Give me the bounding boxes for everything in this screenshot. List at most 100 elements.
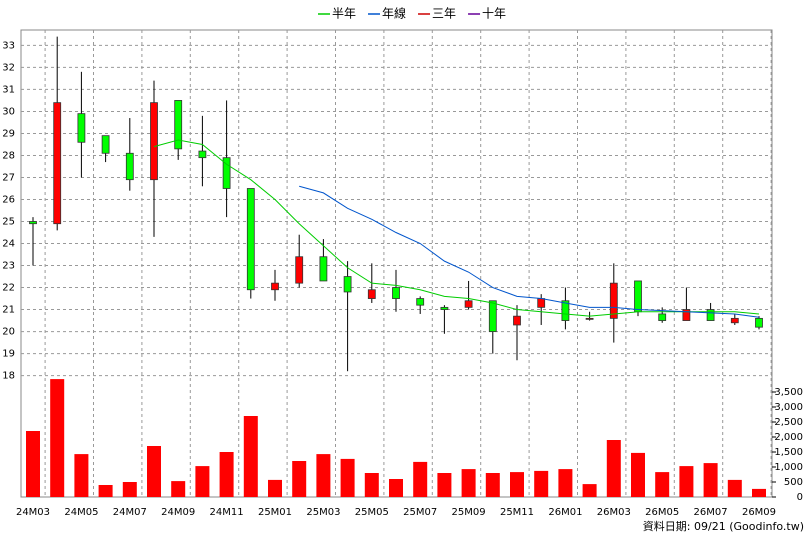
ma-line — [299, 185, 760, 318]
volume-bar — [437, 473, 452, 497]
volume-bar — [558, 469, 573, 497]
y-tick-label: 19 — [2, 349, 15, 360]
candle-body — [295, 256, 304, 284]
y2-tick-label: 1,000 — [774, 462, 803, 473]
volume-bar — [26, 431, 40, 497]
x-tick-label: 26M03 — [597, 507, 631, 518]
volume-bar — [364, 473, 379, 497]
x-tick-label: 24M03 — [16, 507, 50, 518]
y2-tick-label: 3,000 — [774, 402, 803, 413]
x-tick-label: 25M03 — [306, 507, 340, 518]
volume-bar — [268, 479, 282, 497]
x-tick-label: 26M05 — [645, 507, 679, 518]
candle-body — [440, 306, 449, 310]
y-tick-label: 26 — [2, 194, 15, 205]
volume-bar — [171, 481, 186, 497]
volume-bar — [485, 473, 500, 497]
volume-bar — [195, 466, 210, 497]
candle-body — [634, 280, 642, 313]
y-tick-label: 18 — [2, 371, 15, 382]
volume-bar — [50, 379, 65, 497]
legend-label: 十年 — [482, 7, 506, 21]
candle-body — [222, 157, 231, 189]
volume-bar — [122, 482, 137, 497]
volume-bar — [292, 461, 307, 497]
x-tick-label: 24M05 — [64, 507, 98, 518]
legend-label: 半年 — [332, 7, 356, 21]
candle-body — [488, 300, 497, 332]
y2-tick-label: 500 — [784, 477, 803, 488]
x-tick-label: 24M07 — [113, 507, 147, 518]
y-tick-label: 32 — [2, 62, 15, 73]
candle-body — [706, 309, 715, 321]
candle-body — [150, 102, 158, 181]
y-tick-label: 29 — [2, 128, 15, 139]
candle-body — [464, 300, 473, 308]
y-tick-label: 22 — [2, 283, 15, 294]
legend-label: 三年 — [432, 7, 456, 21]
y2-tick-label: 0 — [797, 492, 803, 503]
candle-body — [609, 282, 618, 319]
x-tick-label: 26M01 — [548, 507, 582, 518]
volume-bar — [389, 479, 403, 497]
x-tick-label: 24M09 — [161, 507, 195, 518]
volume-bar — [655, 472, 670, 497]
candle-body — [585, 317, 594, 320]
x-tick-label: 25M05 — [355, 507, 389, 518]
y2-tick-label: 1,500 — [774, 447, 803, 458]
candle-body — [561, 300, 570, 321]
volume-bar — [679, 466, 694, 497]
volume-bar — [340, 458, 355, 497]
x-tick-label: 26M07 — [694, 507, 728, 518]
y-tick-label: 27 — [2, 172, 15, 183]
plot-frame — [20, 29, 773, 498]
candle-body — [343, 276, 352, 293]
volume-bar — [98, 485, 113, 497]
candle-body — [101, 135, 110, 154]
y-tick-label: 20 — [2, 327, 15, 338]
volume-bar — [510, 472, 524, 497]
volume-bar — [534, 470, 549, 497]
volume-bar — [413, 461, 428, 497]
y-tick-label: 30 — [2, 106, 15, 117]
candle-body — [537, 298, 546, 308]
volume-bar — [316, 454, 331, 497]
volume-bar — [606, 440, 621, 497]
candle-body — [53, 102, 62, 225]
volume-bar — [219, 452, 234, 497]
candle-body — [658, 313, 667, 321]
y-tick-label: 25 — [2, 217, 15, 228]
volume-bar — [631, 452, 645, 497]
candle-body — [77, 113, 86, 143]
volume-bar — [752, 488, 766, 497]
ma-line — [153, 139, 760, 317]
candle-body — [319, 256, 328, 282]
y-tick-label: 28 — [2, 150, 15, 161]
legend-label: 年線 — [382, 6, 406, 21]
volume-bar — [703, 463, 718, 497]
x-tick-label: 25M09 — [452, 507, 486, 518]
candle-body — [730, 317, 739, 324]
volume-bar — [243, 416, 258, 497]
y-tick-label: 21 — [2, 305, 15, 316]
candle-body — [682, 309, 691, 321]
x-tick-label: 25M11 — [500, 507, 534, 518]
candle-body — [125, 152, 134, 181]
y-tick-label: 24 — [2, 239, 15, 250]
y-tick-label: 33 — [2, 40, 15, 51]
x-tick-label: 24M11 — [210, 507, 244, 518]
candle-body — [513, 315, 521, 326]
volume-bar — [727, 479, 742, 497]
candle-body — [246, 188, 255, 291]
volume-bar — [582, 484, 597, 497]
candle-body — [29, 221, 37, 225]
candle-body — [392, 287, 400, 299]
y2-tick-label: 3,500 — [774, 387, 803, 398]
candle-body — [755, 317, 763, 328]
y2-tick-label: 2,500 — [774, 417, 803, 428]
y2-tick-label: 2,000 — [774, 432, 803, 443]
candle-body — [416, 298, 425, 306]
x-tick-label: 25M01 — [258, 507, 292, 518]
candle-body — [198, 150, 207, 159]
